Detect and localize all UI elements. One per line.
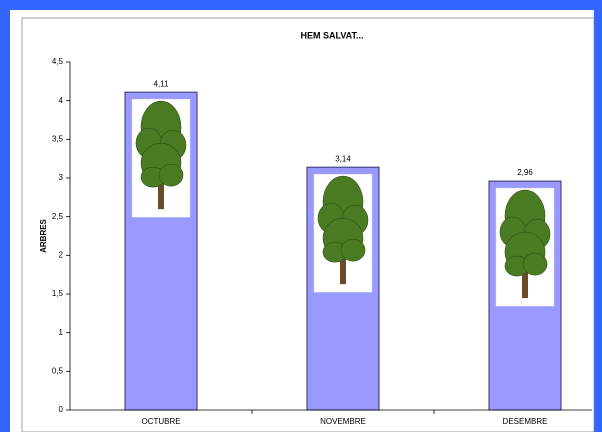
y-tick-label: 2,5	[52, 212, 64, 221]
y-tick-label: 3,5	[52, 134, 64, 143]
x-tick-label: NOVEMBRE	[320, 417, 366, 426]
tree-foliage	[158, 163, 184, 187]
data-label: 4,11	[154, 79, 170, 88]
x-tick-label: OCTUBRE	[141, 417, 180, 426]
tree-foliage	[340, 238, 366, 262]
tree-trunk	[158, 169, 164, 210]
y-tick-label: 1	[59, 328, 64, 337]
chart-border	[21, 17, 595, 432]
chart-title: HEM SALVAT...	[301, 30, 364, 40]
data-label: 2,96	[517, 168, 533, 177]
y-tick-label: 2	[59, 250, 64, 259]
y-axis-label: ARBRES	[39, 218, 48, 252]
y-tick-label: 1,5	[52, 289, 64, 298]
y-tick-label: 4	[59, 96, 64, 105]
tree-trunk	[340, 244, 346, 285]
y-tick-label: 4,5	[52, 57, 64, 66]
tree-trunk	[522, 258, 528, 299]
tree-foliage	[522, 252, 548, 276]
y-tick-label: 0	[59, 405, 64, 414]
x-tick-label: DESEMBRE	[503, 417, 548, 426]
y-tick-label: 3	[59, 173, 64, 182]
data-label: 3,14	[335, 154, 351, 163]
y-tick-label: 0,5	[52, 366, 64, 375]
